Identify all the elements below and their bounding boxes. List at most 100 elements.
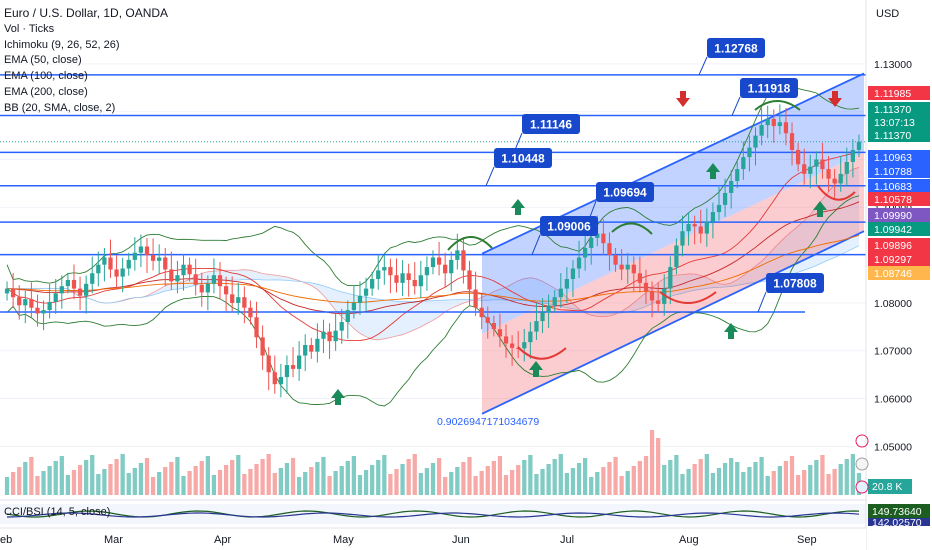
- arc-annotation-4: [659, 291, 717, 304]
- volume-bar-27: [169, 462, 174, 495]
- candle-body-6: [41, 310, 46, 314]
- volume-bar-39: [242, 474, 247, 495]
- candle-body-20: [126, 259, 131, 269]
- volume-bar-91: [558, 454, 563, 495]
- indicator-volume[interactable]: Vol · Ticks: [4, 22, 55, 35]
- volume-bar-80: [491, 461, 496, 495]
- volume-bar-81: [497, 456, 503, 495]
- callout-box-5: [540, 216, 598, 236]
- volume-bar-132: [808, 465, 813, 495]
- price-badge-text-0: 1.11985: [874, 88, 911, 100]
- candle-body-42: [260, 337, 265, 356]
- volume-bar-72: [443, 477, 448, 495]
- bb-basis: [6, 151, 860, 342]
- callout-text-5: 1.09006: [547, 220, 591, 234]
- candle-body-13: [84, 283, 89, 296]
- up-arrow-1: [511, 199, 525, 215]
- time-tick-2: Apr: [214, 534, 231, 546]
- price-tick-7: 1.06000: [874, 394, 912, 406]
- candle-body-10: [65, 279, 71, 287]
- volume-bar-114: [698, 459, 703, 495]
- currency-label[interactable]: USD: [876, 8, 900, 20]
- price-badge-text-10: 1.09297: [874, 254, 912, 266]
- candle-body-31: [193, 274, 198, 285]
- candle-body-25: [157, 257, 162, 261]
- candle-body-117: [716, 204, 722, 213]
- candle-body-113: [692, 224, 697, 227]
- volume-bar-133: [814, 460, 819, 495]
- cci-indicator-label[interactable]: CCI/BSI (14, 5, close): [4, 506, 111, 518]
- candle-body-60: [370, 279, 375, 289]
- volume-bar-112: [686, 469, 691, 495]
- price-tick-8: 1.05000: [874, 441, 912, 453]
- callout-pointer-3: [485, 166, 495, 187]
- up-arrow-4: [724, 323, 738, 339]
- volume-bar-29: [181, 476, 186, 495]
- volume-bar-110: [674, 455, 679, 495]
- candle-body-32: [199, 284, 204, 293]
- indicator-ema50[interactable]: EMA (50, close): [4, 54, 82, 67]
- volume-bar-100: [613, 457, 618, 495]
- candle-body-5: [35, 307, 40, 314]
- candle-body-133: [814, 159, 819, 167]
- candle-body-114: [698, 226, 703, 234]
- candle-body-22: [138, 246, 144, 253]
- candle-body-67: [412, 279, 417, 287]
- indicator-ema100[interactable]: EMA (100, close): [4, 70, 88, 83]
- candle-body-106: [649, 290, 655, 301]
- volume-bar-120: [735, 462, 740, 495]
- volume-bar-52: [321, 457, 326, 495]
- volume-bar-113: [692, 464, 697, 495]
- cci-pane: [0, 504, 866, 524]
- volume-bar-51: [315, 462, 320, 495]
- volume-bar-47: [290, 458, 296, 495]
- symbol-title[interactable]: Euro / U.S. Dollar, 1D, OANDA: [4, 6, 169, 20]
- candle-body-136: [832, 178, 837, 184]
- volume-badge: [868, 479, 912, 494]
- candle-body-102: [625, 264, 630, 270]
- volume-bar-93: [570, 468, 576, 495]
- indicator-ichimoku[interactable]: Ichimoku (9, 26, 52, 26): [4, 38, 120, 51]
- indicator-bb[interactable]: BB (20, SMA, close, 2): [4, 101, 116, 114]
- price-badge-8: [868, 222, 930, 236]
- time-axis[interactable]: eb Mar Apr May Jun Jul Aug Sep: [0, 527, 866, 550]
- volume-bar-135: [826, 474, 831, 495]
- candle-body-1: [10, 288, 16, 298]
- volume-bar-101: [619, 476, 624, 495]
- candle-body-129: [789, 133, 795, 150]
- callout-text-6: 1.07808: [773, 277, 817, 291]
- candle-body-125: [765, 118, 770, 126]
- volume-bar-46: [284, 463, 290, 495]
- price-axis[interactable]: 1.130001.120001.110001.100001.090001.080…: [855, 0, 932, 550]
- candle-body-24: [150, 255, 156, 261]
- candle-body-11: [71, 279, 77, 289]
- candle-body-48: [296, 355, 302, 369]
- volume-bar-3: [23, 462, 28, 495]
- candle-body-128: [783, 122, 789, 134]
- volume-bar-49: [303, 472, 308, 495]
- down-arrow-0: [676, 91, 690, 107]
- candle-body-86: [528, 331, 533, 343]
- price-tick-0: 1.13000: [874, 59, 912, 71]
- candle-body-53: [327, 331, 332, 342]
- volume-bar-105: [643, 456, 649, 495]
- volume-bar-131: [802, 470, 807, 495]
- candle-body-100: [613, 255, 618, 265]
- volume-bar-103: [631, 466, 636, 495]
- candle-body-28: [175, 275, 180, 282]
- cci-badge-1: [868, 518, 930, 526]
- indicator-ema200[interactable]: EMA (200, close): [4, 85, 88, 98]
- volume-bar-90: [552, 459, 557, 495]
- volume-bar-107: [656, 438, 661, 495]
- volume-bar-32: [199, 461, 204, 495]
- volume-bar-117: [716, 468, 722, 495]
- candle-body-112: [686, 224, 691, 232]
- arc-annotation-2: [754, 100, 801, 111]
- flag-icon: [855, 480, 869, 494]
- volume-bar-59: [363, 470, 369, 495]
- candle-body-135: [826, 169, 831, 179]
- candle-body-81: [497, 329, 503, 337]
- price-badge-3: [868, 150, 930, 164]
- volume-bar-15: [96, 474, 101, 495]
